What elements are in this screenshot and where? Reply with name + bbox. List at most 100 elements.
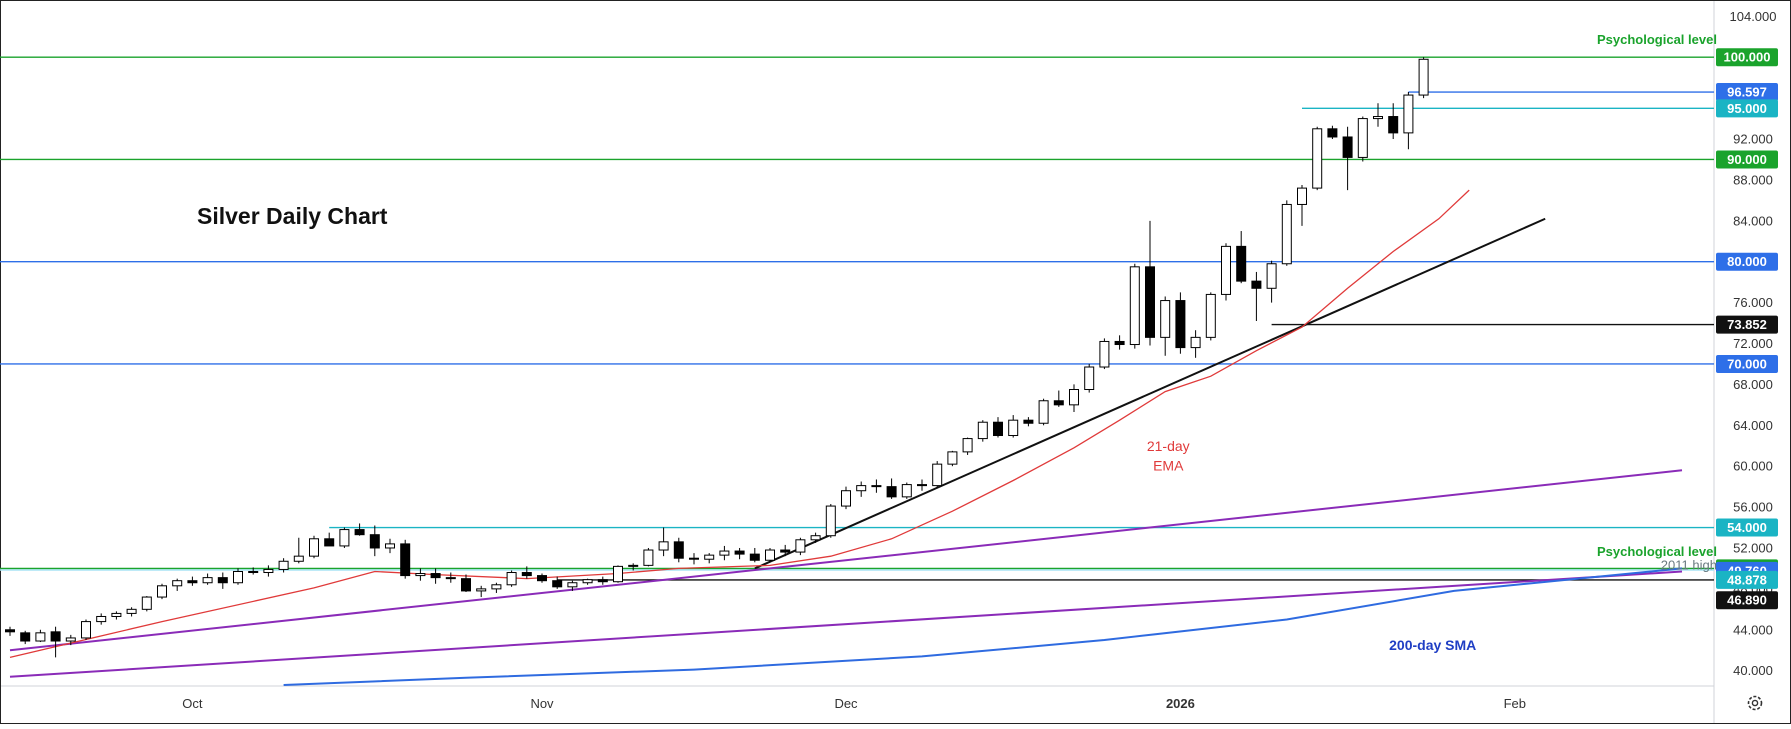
price-label-bg	[1716, 518, 1778, 537]
candle-body	[962, 438, 973, 453]
candle	[1190, 330, 1201, 358]
candle-body	[1160, 300, 1171, 338]
series-line	[283, 567, 1683, 686]
candle-body	[1357, 118, 1368, 158]
candle	[1221, 243, 1231, 301]
candle-body	[1145, 266, 1155, 338]
price-label-badge: 46.890	[1716, 591, 1778, 610]
candle	[749, 547, 760, 563]
candle	[1114, 335, 1125, 350]
candle	[369, 525, 380, 557]
candle-body	[613, 565, 623, 583]
price-label-text: 100.000	[1724, 50, 1771, 65]
candle	[1357, 116, 1368, 162]
candle-body	[1069, 389, 1079, 406]
candle	[309, 535, 319, 559]
price-label-badge: 54.000	[1716, 518, 1778, 537]
candle-body	[1327, 128, 1338, 138]
time-tick-label: 2026	[1166, 696, 1195, 711]
candle	[643, 547, 654, 567]
price-label-text: 96.597	[1727, 85, 1767, 100]
candle	[1312, 126, 1323, 191]
candle	[491, 582, 502, 593]
candle-body	[506, 572, 517, 586]
candle	[841, 486, 851, 510]
price-label-text: 46.890	[1727, 593, 1767, 608]
candle-body	[719, 550, 730, 556]
moving-averages-layer	[9, 189, 1683, 686]
candle-body	[1342, 136, 1353, 158]
price-label-text: 95.000	[1727, 101, 1767, 116]
candle	[1281, 200, 1292, 266]
time-tick-label: Oct	[182, 696, 203, 711]
price-label-badge: 73.852	[1716, 315, 1778, 334]
price-label-text: 80.000	[1727, 254, 1767, 269]
candle	[461, 574, 471, 592]
price-label-bg	[1716, 99, 1778, 118]
candle	[1388, 103, 1399, 140]
candle-body	[35, 632, 46, 642]
candle	[172, 578, 183, 591]
settings-gear-icon[interactable]	[1747, 695, 1763, 711]
candle-body	[765, 549, 775, 561]
candle	[1373, 103, 1383, 127]
candle-body	[400, 543, 411, 577]
candle-body	[1236, 245, 1247, 282]
price-tick-label: 84.000	[1733, 213, 1773, 228]
price-label-bg	[1716, 570, 1778, 589]
candle-body	[704, 554, 715, 560]
price-label-bg	[1716, 354, 1778, 373]
trendline	[9, 570, 1683, 678]
candle-body	[567, 582, 578, 588]
candle-body	[689, 557, 699, 560]
candle-body	[871, 485, 882, 488]
candle	[704, 553, 715, 564]
candle-body	[369, 534, 380, 549]
candle-body	[202, 577, 213, 584]
candle-body	[1175, 300, 1186, 349]
candle-body	[658, 541, 669, 551]
price-tick-label: 44.000	[1733, 622, 1773, 637]
candle	[217, 572, 228, 589]
candle-body	[825, 505, 836, 537]
candle	[50, 626, 61, 658]
candle	[689, 553, 699, 565]
price-label-text: 48.878	[1727, 572, 1767, 587]
candle-body	[1251, 280, 1262, 289]
candle-body	[20, 632, 31, 642]
candle	[1129, 263, 1140, 349]
price-tick-label: 40.000	[1733, 663, 1773, 678]
price-label-badge: 90.000	[1716, 150, 1778, 169]
candle-body	[141, 596, 152, 610]
candle	[81, 619, 91, 640]
candle-body	[1297, 187, 1307, 205]
candle	[810, 532, 821, 543]
trendline	[754, 217, 1546, 570]
candle-body	[780, 549, 791, 553]
candle-body	[1114, 340, 1125, 346]
candle-body	[886, 486, 897, 498]
candle-body	[582, 579, 593, 584]
candle	[202, 573, 213, 585]
time-axis[interactable]: Oct Nov Dec 2026 Feb	[182, 696, 1526, 711]
candle	[65, 634, 76, 646]
price-tick-label: 68.000	[1733, 377, 1773, 392]
chart-annotation: EMA	[1153, 457, 1184, 473]
chart-annotation: 21-day	[1147, 438, 1190, 454]
candle-body	[324, 538, 335, 547]
candle-body	[1023, 419, 1034, 424]
candle-body	[476, 588, 487, 592]
candle	[157, 583, 167, 600]
candle	[780, 544, 791, 557]
candle	[765, 547, 775, 563]
candle	[719, 545, 730, 561]
price-tick-label: 60.000	[1733, 459, 1773, 474]
price-label-badge: 100.000	[1716, 48, 1778, 67]
candle-body	[1266, 263, 1277, 289]
candle	[5, 626, 15, 636]
chart-annotation: 200-day SMA	[1389, 637, 1476, 653]
candle-body	[901, 484, 912, 498]
candle-body	[1099, 340, 1110, 368]
